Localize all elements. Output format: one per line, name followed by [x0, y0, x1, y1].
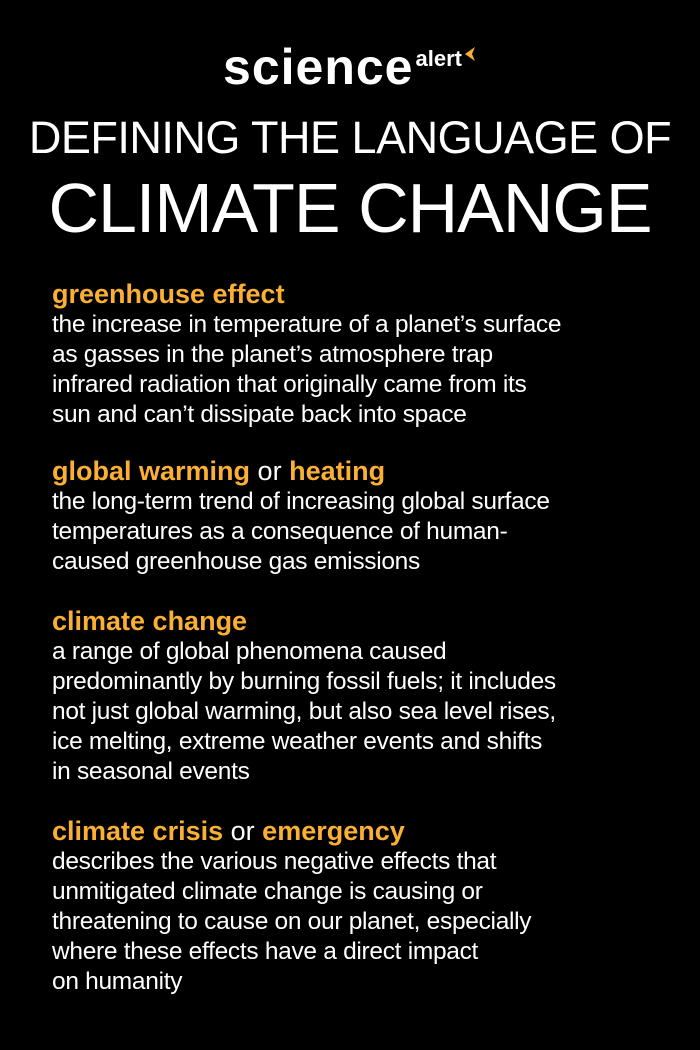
definition-line: caused greenhouse gas emissions — [52, 548, 420, 575]
definition-line: not just global warming, but also sea le… — [52, 698, 556, 725]
term: greenhouse effect — [52, 279, 285, 309]
definition-line: a range of global phenomena caused — [52, 638, 447, 665]
connector: or — [257, 456, 282, 486]
definition-line: on humanity — [52, 968, 183, 995]
definition-line: the increase in temperature of a planet’… — [52, 311, 562, 338]
term: climate change — [52, 606, 248, 636]
definition: a range of global phenomena caused predom… — [52, 637, 672, 787]
term-alt: emergency — [262, 816, 405, 846]
definition-line: as gasses in the planet’s atmosphere tra… — [52, 341, 493, 368]
term-alt: heating — [289, 456, 386, 486]
definition-line: the long-term trend of increasing global… — [52, 488, 550, 515]
logo: sciencealert — [0, 38, 700, 96]
term-heading: greenhouse effect — [52, 278, 672, 310]
term-heading: global warming or heating — [52, 455, 672, 487]
definition-line: in seasonal events — [52, 758, 250, 785]
definition-line: infrared radiation that originally came … — [52, 371, 527, 398]
term: climate crisis — [52, 816, 224, 846]
definition-line: temperatures as a consequence of human- — [52, 518, 508, 545]
definition: the increase in temperature of a planet’… — [52, 310, 672, 430]
logo-icon — [464, 47, 475, 61]
term-heading: climate change — [52, 605, 672, 637]
term-block: climate crisis or emergency describes the… — [52, 815, 672, 997]
term-block: global warming or heating the long-term t… — [52, 455, 672, 577]
title-line: DEFINING THE LANGUAGE OF — [28, 112, 672, 163]
term-heading: climate crisis or emergency — [52, 815, 672, 847]
definition: describes the various negative effects t… — [52, 847, 672, 997]
logo-sub: alert — [415, 46, 462, 71]
connector: or — [230, 816, 255, 846]
definition-line: ice melting, extreme weather events and … — [52, 728, 543, 755]
definition-line: where these effects have a direct impact — [52, 938, 479, 965]
logo-main: science — [223, 39, 414, 95]
definition-line: unmitigated climate change is causing or — [52, 878, 483, 905]
definition-line: sun and can’t dissipate back into space — [52, 401, 467, 428]
title-line: CLIMATE CHANGE — [48, 169, 652, 247]
definition-line: predominantly by burning fossil fuels; i… — [52, 668, 556, 695]
term: global warming — [52, 456, 251, 486]
term-block: climate change a range of global phenomen… — [52, 605, 672, 787]
term-block: greenhouse effect the increase in tempera… — [52, 278, 672, 430]
definition: the long-term trend of increasing global… — [52, 487, 672, 577]
definition-line: threatening to cause on our planet, espe… — [52, 908, 532, 935]
definition-line: describes the various negative effects t… — [52, 848, 497, 875]
